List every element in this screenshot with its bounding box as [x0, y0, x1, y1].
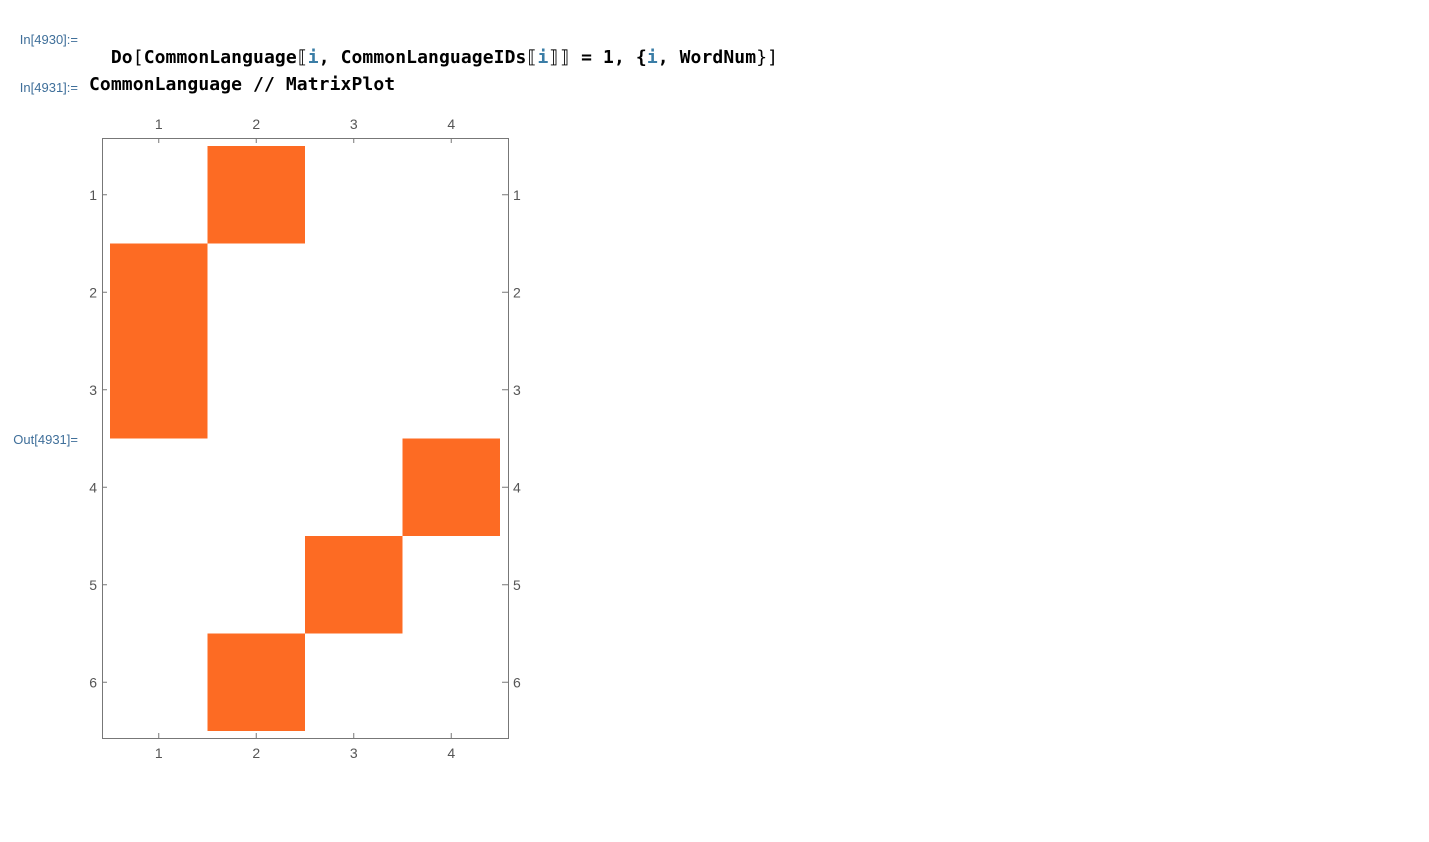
code-token: = 1, {	[570, 47, 647, 68]
code-token: }]	[756, 47, 779, 68]
output-label-4931: Out[4931]=	[13, 432, 78, 447]
x-tick-label-bottom: 2	[252, 745, 260, 761]
matrix-cell	[305, 536, 403, 634]
x-tick-label-top: 1	[155, 116, 163, 132]
x-tick-label-top: 4	[447, 116, 455, 132]
code-token: ⟧	[559, 47, 571, 68]
code-variable: i	[307, 47, 319, 68]
y-tick-label-left: 4	[89, 479, 97, 495]
y-tick-label-left: 2	[89, 284, 97, 300]
y-tick-label-right: 2	[513, 284, 521, 300]
input-label-4931: In[4931]:=	[19, 80, 78, 95]
y-tick-label-right: 5	[513, 577, 521, 593]
code-variable: i	[537, 47, 549, 68]
y-tick-label-left: 5	[89, 577, 97, 593]
code-token: CommonLanguage	[143, 47, 297, 68]
x-tick-label-bottom: 3	[350, 745, 358, 761]
code-token: ⟧	[548, 47, 560, 68]
x-tick-label-top: 2	[252, 116, 260, 132]
matrix-cell	[207, 146, 305, 244]
y-tick-label-left: 3	[89, 382, 97, 398]
code-token: [	[132, 47, 144, 68]
code-token: CommonLanguageIDs	[340, 47, 527, 68]
matrix-cell	[110, 341, 208, 439]
input-code-4931[interactable]: CommonLanguage // MatrixPlot	[89, 74, 396, 95]
code-token: WordNum	[679, 47, 757, 68]
code-token: ⟦	[526, 47, 538, 68]
input-label-4930: In[4930]:=	[19, 32, 78, 47]
code-token: Do	[110, 47, 133, 68]
y-tick-label-right: 6	[513, 674, 521, 690]
matrix-cell	[110, 243, 208, 341]
code-token: ,	[318, 47, 341, 68]
y-tick-label-right: 1	[513, 187, 521, 203]
code-token: ,	[657, 47, 680, 68]
y-tick-label-right: 4	[513, 479, 521, 495]
matrix-cell	[402, 438, 500, 536]
matrix-cell	[207, 633, 305, 731]
y-tick-label-right: 3	[513, 382, 521, 398]
code-token: ⟦	[296, 47, 308, 68]
x-tick-label-bottom: 4	[447, 745, 455, 761]
code-variable: i	[646, 47, 658, 68]
y-tick-label-left: 6	[89, 674, 97, 690]
x-tick-label-top: 3	[350, 116, 358, 132]
y-tick-label-left: 1	[89, 187, 97, 203]
x-tick-label-bottom: 1	[155, 745, 163, 761]
input-code-4930[interactable]: Do[CommonLanguage⟦i, CommonLanguageIDs⟦i…	[89, 26, 778, 68]
